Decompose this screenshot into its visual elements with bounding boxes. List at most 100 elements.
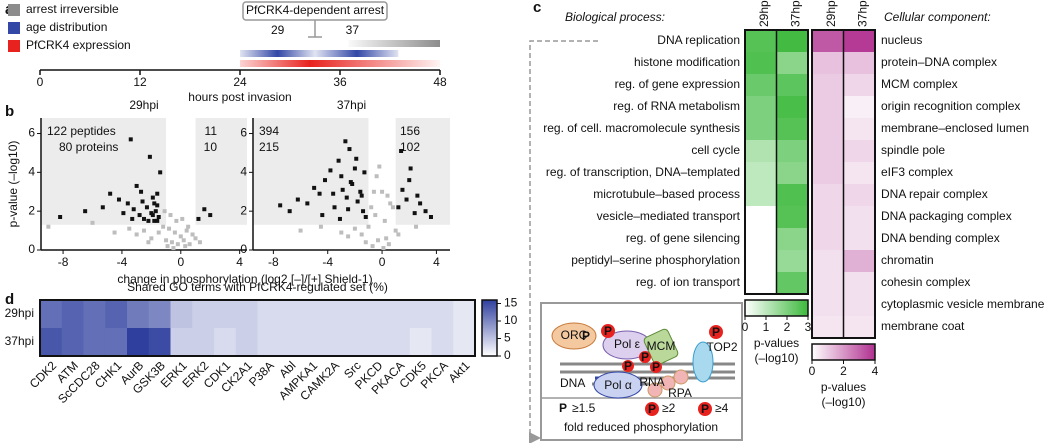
point (142, 228, 146, 233)
significance-region (195, 118, 247, 225)
point (393, 228, 398, 233)
cell (453, 300, 476, 329)
phospho-mark: P (559, 401, 567, 415)
point (305, 201, 310, 206)
heatmap-title: Biological process: (565, 10, 665, 24)
cell (170, 300, 193, 329)
point (197, 240, 202, 245)
panel-title: 37hpi (337, 98, 366, 112)
panel-title: Shared GO terms with PfCRK4-regulated se… (127, 280, 388, 294)
colorbar (744, 299, 809, 317)
column-label: 37hpi (855, 0, 869, 27)
x-tick-label: 36 (333, 75, 347, 89)
row-label: cell cycle (691, 143, 740, 157)
point (287, 209, 292, 214)
cell (388, 300, 411, 329)
point (414, 224, 419, 229)
cell (745, 162, 777, 185)
point (196, 216, 201, 221)
point (202, 207, 207, 212)
point (156, 215, 161, 219)
cell (431, 300, 454, 329)
point (162, 209, 167, 214)
cell (745, 206, 777, 229)
row-label: spindle pole (881, 143, 945, 157)
x-axis-label: change in phosphorylation (log2 [–]/[+] … (117, 272, 372, 286)
point (150, 213, 155, 218)
point (381, 246, 386, 251)
x-tick-label: 12 (133, 75, 147, 89)
x-tick-label: 0 (37, 75, 44, 89)
point (396, 205, 401, 210)
cell (148, 328, 171, 357)
row-label: reg. of gene silencing (626, 231, 740, 245)
point (146, 218, 151, 223)
point (317, 191, 322, 196)
cell (812, 272, 844, 295)
peak-label: 29 (271, 23, 285, 37)
cell (301, 300, 324, 329)
cell (843, 118, 876, 141)
row-label: histone modification (634, 55, 740, 69)
diagram-label: Pol ε (614, 337, 641, 351)
point (352, 226, 357, 231)
legend-label: age distribution (26, 20, 107, 34)
cell (812, 30, 844, 53)
cell (279, 328, 302, 357)
point (187, 242, 192, 247)
point (140, 199, 145, 204)
y-tick-label: 2 (28, 203, 35, 217)
annotation-pointer (308, 20, 322, 38)
column-label: P38A (246, 358, 277, 389)
point (100, 205, 105, 210)
count-label: 215 (259, 140, 279, 154)
point (348, 180, 353, 185)
point (404, 197, 409, 202)
point (130, 216, 135, 221)
y-tick-label: 0 (28, 242, 35, 256)
point (418, 201, 423, 206)
point (298, 228, 303, 233)
cell (192, 300, 215, 329)
cell (776, 184, 809, 207)
y-tick-label: 6 (240, 126, 247, 140)
heatmap-border (811, 29, 876, 339)
point (428, 215, 433, 219)
legend-swatch (8, 40, 20, 52)
point (125, 201, 130, 206)
cell (745, 96, 777, 119)
cell (776, 118, 809, 141)
point (352, 166, 357, 171)
x-tick-label: -4 (117, 255, 128, 269)
count-label: 80 proteins (59, 140, 118, 154)
cell (192, 328, 215, 357)
cell (843, 52, 876, 75)
cell (745, 52, 777, 75)
cell (745, 118, 777, 141)
cell (388, 328, 411, 357)
row-label: protein–DNA complex (881, 55, 997, 69)
row-label: reg. of RNA metabolism (613, 99, 740, 113)
heatmap-border (744, 29, 809, 295)
point (171, 246, 176, 251)
point (374, 174, 379, 179)
y-axis-label: p-value (–log10) (6, 141, 20, 228)
colorbar-tick-label: 2 (784, 320, 791, 334)
point (361, 209, 366, 214)
point (370, 244, 375, 249)
diagram-caption: fold reduced phosphorylation (564, 420, 718, 434)
cell (812, 140, 844, 163)
point (168, 213, 173, 218)
phospho-mark: P (641, 350, 649, 364)
cell (257, 328, 280, 357)
point (169, 240, 174, 245)
point (380, 189, 385, 194)
legend-label: ≥2 (662, 401, 676, 415)
point (142, 216, 146, 221)
cell (344, 300, 367, 329)
cell (745, 30, 777, 53)
cell (812, 118, 844, 141)
point (155, 218, 160, 223)
cell (776, 228, 809, 251)
point (181, 238, 186, 243)
